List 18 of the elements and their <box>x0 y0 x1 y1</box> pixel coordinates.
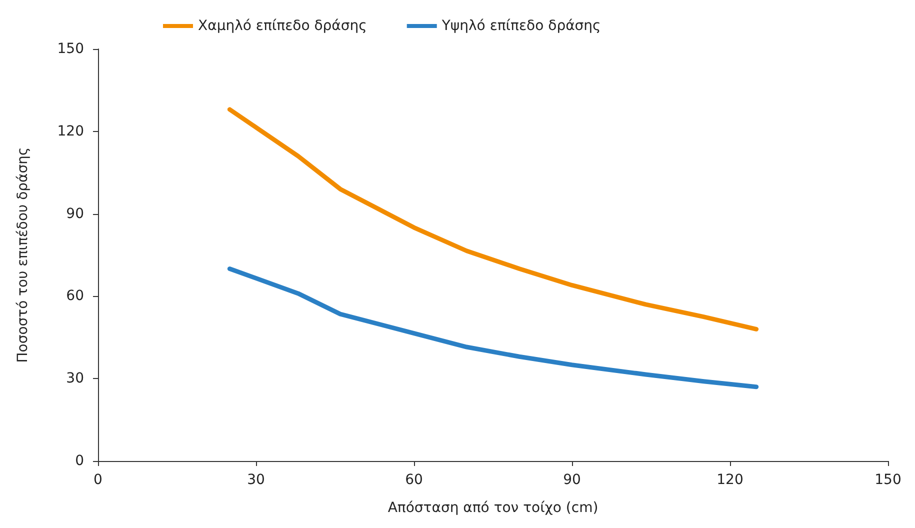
legend-label: Χαμηλό επίπεδο δράσης <box>198 18 367 34</box>
legend-label: Υψηλό επίπεδο δράσης <box>440 18 601 34</box>
y-tick-label: 30 <box>66 370 84 387</box>
y-tick-label: 90 <box>66 206 84 222</box>
x-tick-label: 60 <box>405 472 423 488</box>
y-axis-title: Ποσοστό του επιπέδου δράσης <box>15 147 31 363</box>
y-tick-label: 60 <box>66 288 84 304</box>
x-tick-label: 90 <box>563 472 581 488</box>
y-tick-label: 0 <box>75 453 84 469</box>
y-tick-label: 120 <box>57 123 84 140</box>
y-tick-label: 150 <box>57 41 84 57</box>
x-tick-label: 30 <box>247 472 265 488</box>
line-series <box>227 107 759 332</box>
x-axis-title: Απόσταση από τον τοίχο (cm) <box>388 500 598 516</box>
line-series <box>227 266 759 390</box>
x-tick-label: 150 <box>874 472 902 488</box>
x-tick-label: 0 <box>94 472 102 488</box>
x-tick-label: 120 <box>716 472 744 488</box>
